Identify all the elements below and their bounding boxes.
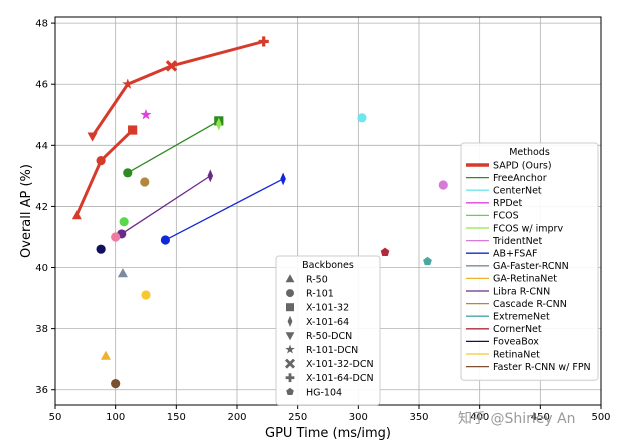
point-cornernet (380, 247, 390, 256)
series-line-sapd-ours-1 (91, 39, 265, 137)
point-tridentnet-extra (111, 232, 121, 242)
point-foveabox (96, 244, 106, 254)
point-extremenet (423, 256, 432, 266)
legend-label-fcos: FCOS (493, 211, 519, 222)
x-tick-label: 300 (349, 412, 368, 423)
legend-label-cornernet: CornerNet (493, 324, 542, 335)
series-line-libra-r-cnn (121, 175, 211, 235)
series-line-ab-fsaf (165, 178, 284, 241)
legend-label-freeanchor: FreeAnchor (493, 173, 547, 184)
point-ab-fsaf (280, 172, 286, 186)
legend-marker-r-50-dcn (285, 332, 295, 341)
y-tick-label: 44 (35, 141, 48, 152)
point-sapd-ours (165, 60, 178, 72)
point-sapd-ours (128, 125, 138, 135)
legend-methods: Methods SAPD (Ours) FreeAnchor CenterNetRPD… (460, 142, 599, 381)
legend-marker-hg-104 (286, 387, 294, 395)
legend-marker-x-101-64 (287, 315, 293, 327)
legend-label-foveabox: FoveaBox (493, 337, 539, 348)
x-tick-label: 400 (470, 412, 489, 423)
point-libra-r-cnn (207, 169, 214, 183)
legend-label-extremenet: ExtremeNet (493, 312, 550, 323)
legend-label-cascade-r-cnn: Cascade R-CNN (493, 299, 567, 310)
legend-backbones-box (275, 255, 381, 406)
x-tick-label: 350 (409, 412, 428, 423)
legend-label-rpdet: RPDet (493, 198, 522, 209)
legend-label-libra-r-cnn: Libra R-CNN (493, 286, 550, 297)
point-sapd-ours (87, 132, 98, 142)
legend-label-tridentnet: TridentNet (492, 236, 543, 247)
point-tridentnet (438, 180, 448, 190)
y-tick-label: 38 (35, 324, 48, 335)
legend-backbones-title: Backbones (302, 260, 354, 271)
legend-label-sapd-ours: SAPD (Ours) (493, 160, 552, 171)
legend-label-retinanet: RetinaNet (493, 349, 540, 360)
x-tick-label: 250 (288, 412, 307, 423)
data-series (71, 36, 448, 389)
point-ga-faster-rcnn (117, 268, 129, 278)
legend-marker-x-101-32-dcn (285, 358, 295, 369)
legend-label-centernet: CenterNet (493, 186, 542, 197)
y-axis-label: Overall AP (%) (19, 164, 34, 258)
legend-label-hg-104: HG-104 (306, 387, 342, 398)
legend-label-ga-faster-rcnn: GA-Faster-RCNN (493, 261, 569, 272)
legend-label-faster-r-cnn-w-fpn: Faster R-CNN w/ FPN (493, 362, 591, 373)
legend-marker-x-101-32 (286, 303, 294, 312)
point-centernet (357, 113, 367, 123)
y-tick-label: 48 (35, 19, 48, 30)
y-tick-label: 36 (35, 385, 48, 396)
legend-label-ab-fsaf: AB+FSAF (493, 249, 537, 260)
y-tick-label: 42 (35, 202, 48, 213)
legend-marker-r-50 (285, 274, 295, 283)
legend-marker-x-101-64-dcn (285, 373, 295, 383)
point-retinanet (141, 290, 151, 300)
legend-label-x-101-32: X-101-32 (306, 303, 349, 314)
x-axis-label: GPU Time (ms/img) (265, 426, 391, 441)
x-tick-label: 100 (106, 412, 125, 423)
legend-backbones: Backbones R-50 R-101 X-101-32 X-101-64 R-50-D… (275, 255, 381, 406)
point-rpdet (140, 109, 152, 120)
point-sapd-ours (96, 155, 106, 166)
legend-label-x-101-32-dcn: X-101-32-DCN (306, 359, 374, 370)
legend-methods-box (460, 142, 599, 381)
legend-label-x-101-64: X-101-64 (306, 317, 349, 328)
legend-marker-r-101-dcn (285, 344, 295, 354)
y-tick-label: 40 (35, 263, 48, 274)
point-ga-retinanet (100, 350, 112, 360)
legend-label-r-101: R-101 (306, 289, 334, 300)
point-sapd-ours (122, 78, 134, 89)
x-tick-label: 150 (167, 412, 186, 423)
point-sapd-ours (258, 36, 269, 47)
legend-label-fcos-w-imprv: FCOS w/ imprv (493, 223, 563, 234)
point-fcos-w-imprv (216, 117, 222, 131)
legend-marker-r-101 (286, 289, 294, 298)
point-sapd-ours (71, 210, 82, 220)
watermark-text: 知乎 @Shirley An (458, 410, 576, 427)
series-line-freeanchor (127, 120, 220, 174)
x-tick-label: 450 (531, 412, 550, 423)
x-tick-label: 500 (591, 412, 610, 423)
legend-label-r-50: R-50 (306, 275, 328, 286)
legend-label-r-50-dcn: R-50-DCN (306, 331, 352, 342)
point-freeanchor (123, 168, 133, 178)
point-faster-r-cnn-w-fpn (111, 379, 121, 389)
point-cascade-r-cnn (140, 177, 150, 187)
point-ab-fsaf (160, 235, 171, 245)
x-tick-label: 50 (49, 412, 62, 423)
legend-label-ga-retinanet: GA-RetinaNet (493, 274, 557, 285)
point-fcos (119, 217, 129, 227)
y-tick-label: 46 (35, 80, 48, 91)
legend-label-x-101-64-dcn: X-101-64-DCN (306, 373, 374, 384)
x-tick-label: 200 (227, 412, 246, 423)
legend-methods-title: Methods (509, 147, 550, 158)
legend-label-r-101-dcn: R-101-DCN (306, 345, 358, 356)
